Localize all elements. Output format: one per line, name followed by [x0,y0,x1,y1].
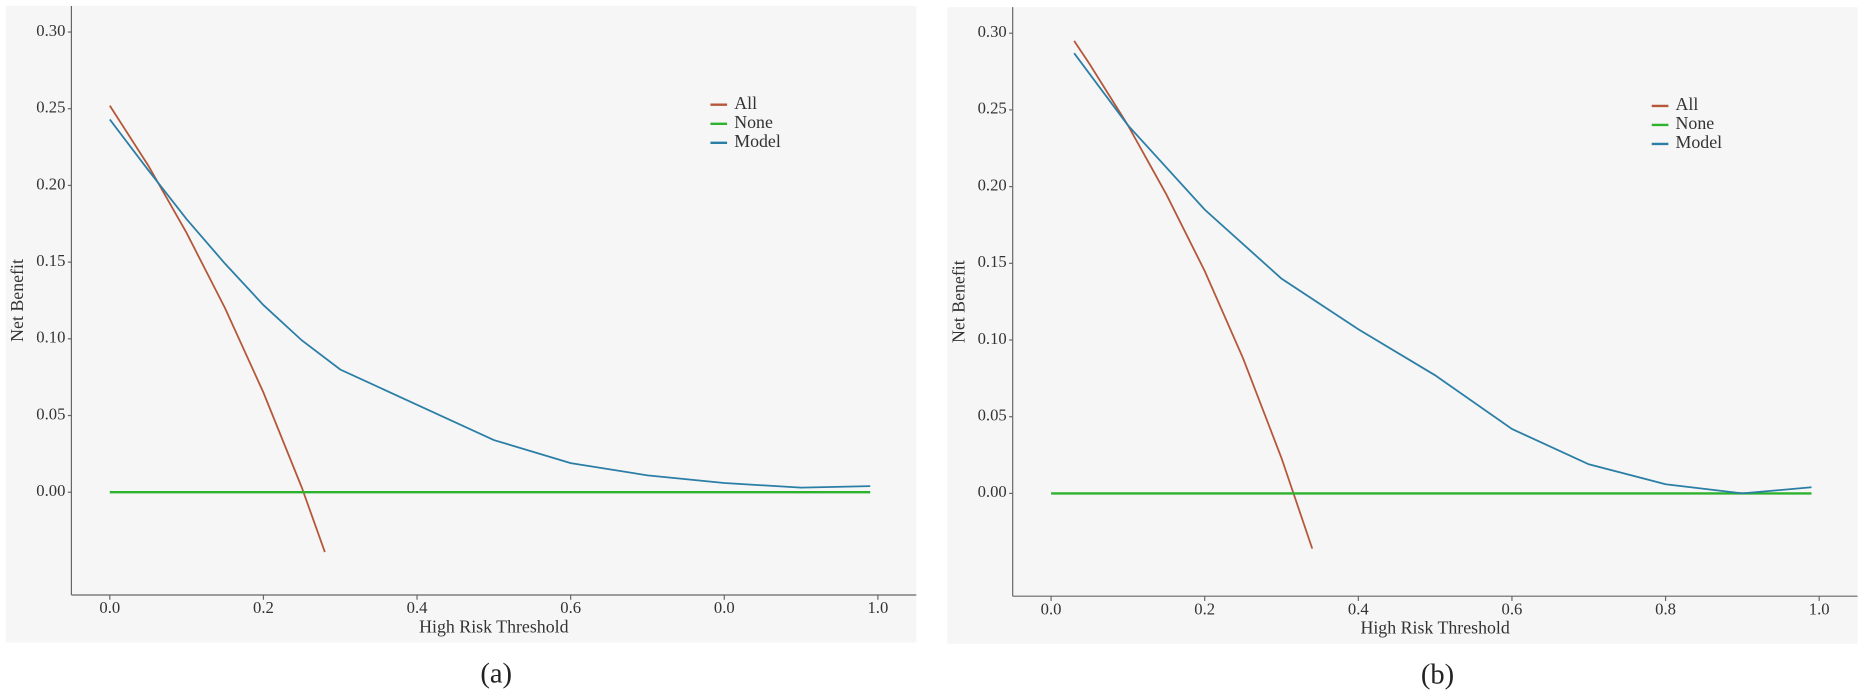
data-line [1073,40,1314,549]
panel: 0.00 0.05 0.10 0.15 0.20 0.25 0.30 0.0 0.2 0.4 0.6… [947,7,1858,691]
y-axis-label: Net Benefit [7,259,27,342]
legend-label: Model [1676,132,1723,152]
y-tick-label: 0.05 [978,406,1007,425]
x-tick-label: 0.2 [1194,599,1215,618]
caption: (a) [480,658,512,689]
y-tick-label: 0.10 [978,329,1007,348]
y-axis-label: Net Benefit [948,260,968,343]
x-tick-label: 1.0 [867,598,888,617]
x-tick-label: 0.4 [407,598,428,617]
y-tick-label: 0.25 [36,98,65,117]
y-tick-label: 0.20 [978,175,1007,194]
y-tick-label: 0.05 [36,404,65,423]
x-tick-label: 0.0 [99,598,120,617]
y-tick-label: 0.10 [36,328,65,347]
x-axis-label: High Risk Threshold [419,616,568,636]
legend-label: None [734,112,773,132]
plot-background [947,7,1858,644]
y-tick-label: 0.30 [36,21,65,40]
x-tick-label: 0.6 [1502,599,1523,618]
y-tick-label: 0.15 [978,252,1007,271]
y-tick-label: 0.00 [978,482,1007,501]
x-tick-label: 0.4 [1348,599,1369,618]
data-line [109,105,326,553]
x-tick-label: 0.0 [714,598,735,617]
y-tick-label: 0.00 [36,481,65,500]
x-tick-label: 0.8 [1655,599,1676,618]
x-tick-label: 0.6 [560,598,581,617]
data-line [1073,52,1812,495]
y-tick-label: 0.30 [978,22,1007,41]
data-line [109,118,871,489]
plot-background [5,5,917,643]
legend-label: All [1676,94,1699,114]
legend-label: None [1676,113,1715,133]
y-tick-label: 0.25 [978,99,1007,118]
x-axis-label: High Risk Threshold [1360,618,1509,638]
legend-label: All [734,93,757,113]
x-tick-label: 0.2 [253,598,274,617]
legend-label: Model [734,131,781,151]
y-tick-label: 0.15 [36,251,65,270]
x-tick-label: 1.0 [1809,599,1830,618]
panel: 0.00 0.05 0.10 0.15 0.20 0.25 0.30 0.0 0.2 0.4 0.6… [5,5,917,689]
caption: (b) [1421,660,1454,691]
figure-root: 0.00 0.05 0.10 0.15 0.20 0.25 0.30 0.0 0.2 0.4 0.6… [5,5,1858,691]
x-tick-label: 0.0 [1041,599,1062,618]
y-tick-label: 0.20 [36,174,65,193]
